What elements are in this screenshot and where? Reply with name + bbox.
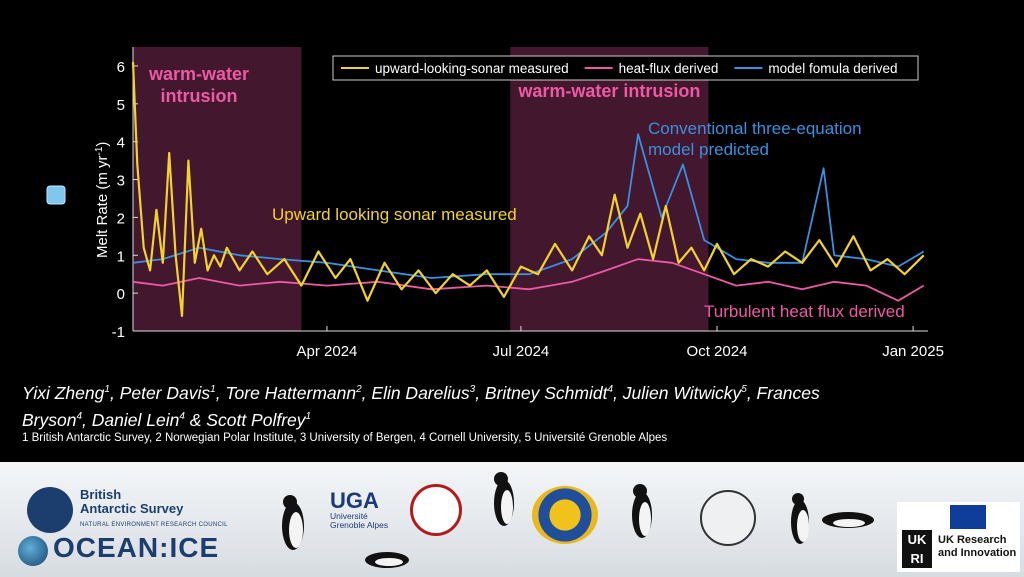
author-name: Julien Witwicky [622, 382, 742, 403]
author-name: Peter Davis [119, 382, 211, 403]
y-tick-label: 5 [117, 97, 125, 114]
shade-label: warm-water intrusion [148, 64, 249, 106]
author-name: Yixi Zheng [22, 382, 105, 403]
norwegian-polar-institute-seal-icon [532, 486, 598, 544]
legend-label: heat-flux derived [619, 61, 719, 76]
y-tick-label: 3 [117, 173, 125, 190]
author-name: Bryson [22, 409, 77, 430]
university-of-bergen-seal-icon [700, 490, 756, 546]
bas-globe-icon [27, 487, 73, 533]
bas-logo-text: British Antarctic Survey [80, 487, 184, 516]
author-name: Scott Polfrey [206, 409, 306, 430]
author-name: Tore Hattermann [225, 382, 357, 403]
author-name: Frances [756, 382, 820, 403]
penguin-icon [282, 495, 304, 550]
author-affiliation-number: 1 [210, 384, 216, 395]
author-name: Daniel Lein [91, 409, 180, 430]
cornell-seal-icon [410, 484, 462, 536]
y-tick-label: 6 [117, 59, 125, 76]
penguin-icon [632, 484, 652, 538]
author-name: Elin Darelius [371, 382, 470, 403]
series-line-1 [132, 258, 925, 302]
x-tick-label: Oct 2024 [687, 343, 748, 360]
annotation-sonar: Upward looking sonar measured [272, 205, 517, 224]
author-list: Yixi Zheng1, Peter Davis1, Tore Hatterma… [22, 382, 820, 430]
author-affiliation-number: 4 [607, 384, 614, 395]
y-axis-label: Melt Rate (m yr-1) [94, 142, 111, 258]
ocean-ice-logo: OCEAN:ICE [53, 532, 220, 563]
y-tick-label: 2 [117, 210, 125, 227]
uga-logo: UGA [330, 488, 379, 513]
author-affiliation-number: 5 [741, 384, 747, 395]
legend [332, 55, 919, 81]
melt-rate-chart: -1 0 1 2 3 4 5 6 Apr 2024 Jul 2024 Oct 2024 Jan 202… [46, 47, 944, 360]
annotation-heatflux: Turbulent heat flux derived [704, 302, 905, 321]
bas-subtitle: NATURAL ENVIRONMENT RESEARCH COUNCIL [80, 522, 228, 528]
penguin-icon [791, 493, 809, 544]
ukri-mark: UK RI [902, 530, 932, 568]
author-name: Britney Schmidt [484, 382, 608, 403]
author-affiliation-number: 4 [179, 410, 185, 422]
penguin-icon [365, 552, 409, 568]
x-tick-label: Jan 2025 [882, 343, 944, 360]
annotation-model: Conventional three-equation model predict… [648, 119, 862, 159]
x-tick-label: Jul 2024 [493, 343, 550, 360]
penguin-icon [822, 512, 874, 528]
affiliations: 1 British Antarctic Survey, 2 Norwegian … [22, 432, 668, 444]
eu-flag-icon [950, 505, 986, 529]
legend-label: model fomula derived [768, 61, 897, 76]
ukri-logo-text: UK Research and Innovation [938, 534, 1017, 559]
y-tick-label: -1 [112, 324, 125, 341]
x-tick-label: Apr 2024 [297, 343, 358, 360]
warm-water-shade [510, 47, 709, 331]
series-line-2 [132, 133, 925, 279]
series-line-0 [131, 62, 925, 317]
y-tick-label: 0 [117, 286, 125, 303]
penguin-icon [494, 472, 514, 526]
ice-cube-icon [46, 185, 66, 205]
shade-label: warm-water intrusion [517, 81, 700, 101]
author-affiliation-number: 1 [305, 410, 312, 422]
y-tick-label: 4 [117, 135, 125, 152]
warm-water-shade [133, 47, 302, 331]
legend-label: upward-looking-sonar measured [375, 61, 569, 76]
author-affiliation-number: 4 [76, 410, 83, 422]
uga-subtitle: Université Grenoble Alpes [330, 511, 389, 530]
ocean-ice-icon [18, 536, 48, 566]
author-affiliation-number: 2 [356, 384, 362, 395]
author-affiliation-number: 1 [104, 384, 110, 395]
y-tick-label: 1 [117, 248, 125, 265]
author-affiliation-number: 3 [469, 384, 476, 395]
